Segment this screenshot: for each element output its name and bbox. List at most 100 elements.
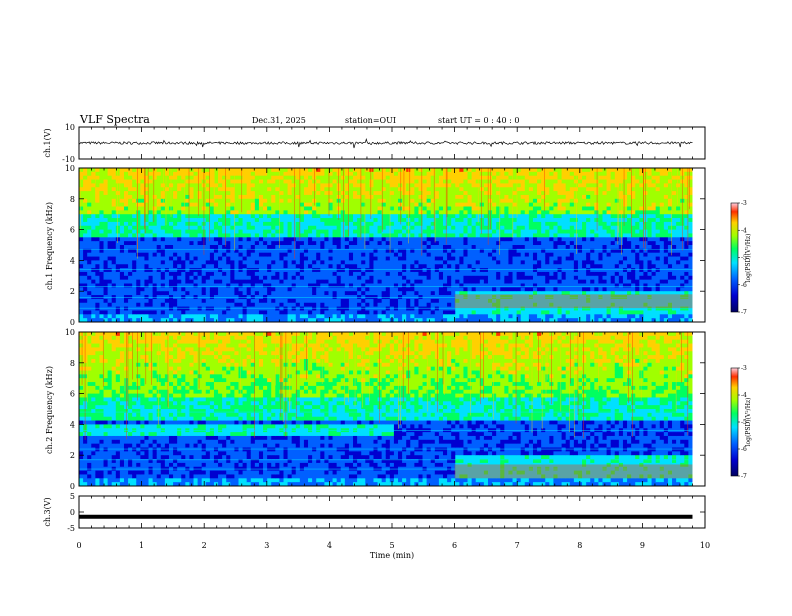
spectrogram-cell <box>308 257 312 261</box>
spectrogram-cell <box>104 183 108 187</box>
spectrogram-cell <box>414 241 418 245</box>
spectrogram-cell <box>157 176 161 180</box>
spectrogram-cell <box>128 245 132 249</box>
spectrogram-cell <box>128 214 132 218</box>
spectrogram-cell <box>234 214 238 218</box>
spectrogram-cell <box>333 272 337 276</box>
spectrogram-cell <box>357 284 361 288</box>
spectrogram-cell <box>165 203 169 207</box>
spectrogram-cell <box>308 253 312 257</box>
spectrogram-cell <box>177 203 181 207</box>
spectrogram-cell <box>431 233 435 237</box>
spectrogram-cell <box>308 287 312 291</box>
spectrogram-cell <box>545 187 549 191</box>
spectrogram-cell <box>333 207 337 211</box>
spectrogram-cell <box>132 310 136 314</box>
spectrogram-cell <box>181 183 185 187</box>
spectrogram-cell <box>214 230 218 234</box>
spectrogram-cell <box>562 287 566 291</box>
spectrogram-cell <box>382 272 386 276</box>
spectrogram-cell <box>455 226 459 230</box>
spectrogram-cell <box>578 172 582 176</box>
spectrogram-cell <box>283 237 287 241</box>
spectrogram-cell <box>124 276 128 280</box>
spectrogram-cell <box>525 257 529 261</box>
spectrogram-cell <box>361 280 365 284</box>
spectrogram-cell <box>468 310 472 314</box>
spectrogram-cell <box>418 226 422 230</box>
spectrogram-cell <box>443 280 447 284</box>
spectrogram-cell <box>259 237 263 241</box>
spectrogram-cell <box>173 207 177 211</box>
spectrogram-cell <box>247 280 251 284</box>
spectrogram-cell <box>472 276 476 280</box>
spectrogram-cell <box>545 260 549 264</box>
spectrogram-cell <box>112 284 116 288</box>
spectrogram-cell <box>202 257 206 261</box>
spectrogram-cell <box>549 187 553 191</box>
spectrogram-cell <box>255 218 259 222</box>
spectrogram-cell <box>226 191 230 195</box>
spectrogram-cell <box>361 314 365 318</box>
spectrogram-cell <box>124 195 128 199</box>
spectrogram-cell <box>99 280 103 284</box>
spectrogram-cell <box>292 241 296 245</box>
spectrogram-cell <box>369 303 373 307</box>
spectrogram-cell <box>455 218 459 222</box>
spectrogram-cell <box>189 187 193 191</box>
spectrogram-cell <box>373 218 377 222</box>
spectrogram-cell <box>124 307 128 311</box>
spectrogram-cell <box>435 218 439 222</box>
spectrogram-cell <box>214 210 218 214</box>
spectrogram-cell <box>263 291 267 295</box>
spectrogram-cell <box>259 176 263 180</box>
spectrogram-cell <box>341 299 345 303</box>
spectrogram-cell <box>423 253 427 257</box>
spectrogram-cell <box>324 291 328 295</box>
spectrogram-cell <box>341 287 345 291</box>
spectrogram-cell <box>328 241 332 245</box>
spectrogram-cell <box>398 241 402 245</box>
spectrogram-cell <box>153 176 157 180</box>
spectrogram-cell <box>500 210 504 214</box>
spectrogram-cell <box>153 268 157 272</box>
spectrogram-cell <box>149 233 153 237</box>
spectrogram-cell <box>365 303 369 307</box>
spectrogram-cell <box>333 187 337 191</box>
spectrogram-cell <box>181 257 185 261</box>
spectrogram-cell <box>423 207 427 211</box>
spectrogram-cell <box>177 180 181 184</box>
spectrogram-cell <box>369 287 373 291</box>
spectrogram-cell <box>255 207 259 211</box>
spectrogram-cell <box>132 257 136 261</box>
spectrogram-cell <box>541 257 545 261</box>
spectrogram-cell <box>390 237 394 241</box>
spectrogram-cell <box>157 314 161 318</box>
spectrogram-cell <box>149 210 153 214</box>
spectrogram-cell <box>79 230 83 234</box>
spectrogram-cell <box>267 230 271 234</box>
spectrogram-cell <box>275 272 279 276</box>
spectrogram-cell <box>218 280 222 284</box>
spectrogram-cell <box>128 222 132 226</box>
spectrogram-cell <box>414 299 418 303</box>
spectrogram-cell <box>414 245 418 249</box>
spectrogram-cell <box>382 264 386 268</box>
spectrogram-cell <box>439 287 443 291</box>
spectrogram-cell <box>181 245 185 249</box>
spectrogram-cell <box>304 176 308 180</box>
spectrogram-cell <box>468 191 472 195</box>
spectrogram-cell <box>492 230 496 234</box>
spectrogram-cell <box>79 203 83 207</box>
spectrogram-cell <box>120 218 124 222</box>
spectrogram-cell <box>508 268 512 272</box>
spectrogram-cell <box>365 245 369 249</box>
spectrogram-cell <box>288 272 292 276</box>
spectrogram-cell <box>104 268 108 272</box>
spectrogram-cell <box>508 218 512 222</box>
spectrogram-cell <box>333 268 337 272</box>
spectrogram-cell <box>328 222 332 226</box>
spectrogram-cell <box>328 245 332 249</box>
spectrogram-cell <box>463 287 467 291</box>
spectrogram-cell <box>288 214 292 218</box>
